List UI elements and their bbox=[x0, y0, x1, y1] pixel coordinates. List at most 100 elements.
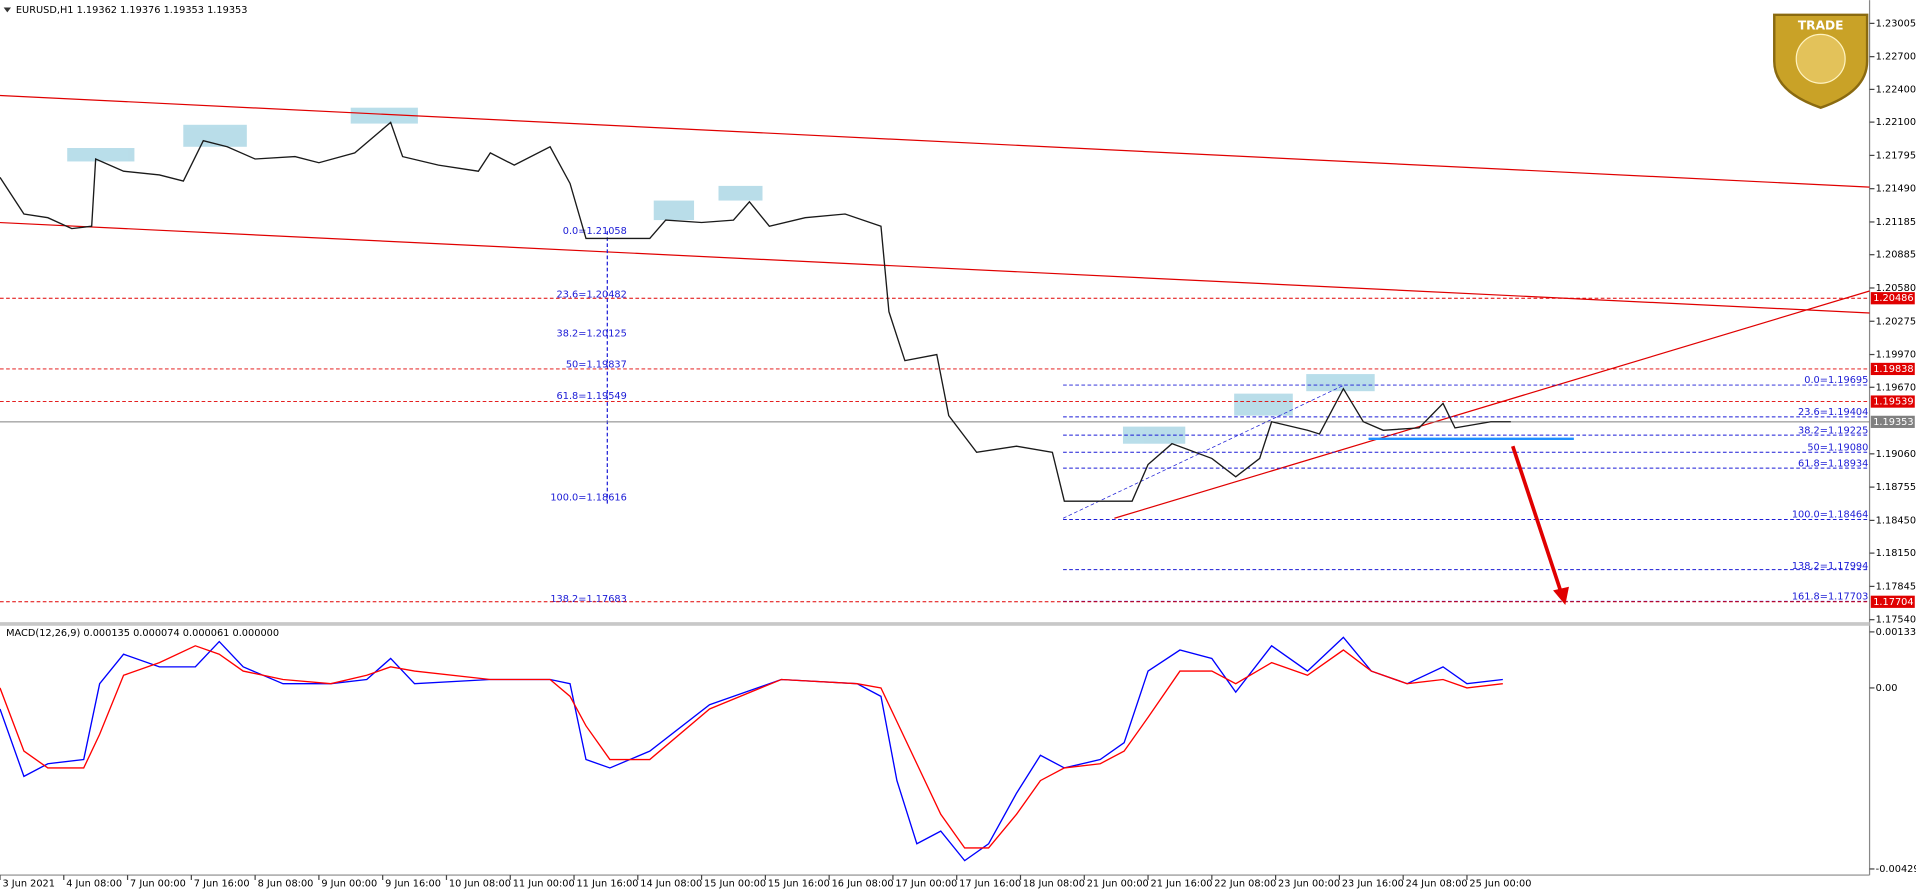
symbol-header: EURUSD,H1 1.19362 1.19376 1.19353 1.1935… bbox=[16, 5, 248, 16]
arrow-shaft bbox=[1511, 445, 1564, 595]
x-tick-label: 8 Jun 08:00 bbox=[258, 879, 314, 890]
x-tick-label: 17 Jun 00:00 bbox=[895, 879, 957, 890]
fib-label: 38.2=1.20125 bbox=[557, 329, 627, 340]
zone bbox=[183, 124, 247, 147]
x-tick-label: 7 Jun 16:00 bbox=[194, 879, 250, 890]
x-tick-label: 9 Jun 00:00 bbox=[321, 879, 377, 890]
x-tick-label: 10 Jun 08:00 bbox=[449, 879, 511, 890]
price-level-label: 1.17704 bbox=[1873, 597, 1913, 608]
x-tick-label: 14 Jun 08:00 bbox=[640, 879, 702, 890]
macd-label: MACD(12,26,9) 0.000135 0.000074 0.000061… bbox=[6, 628, 279, 639]
x-tick-label: 16 Jun 08:00 bbox=[832, 879, 894, 890]
fib-label: 138.2=1.17683 bbox=[550, 594, 627, 605]
fib-label: 0.0=1.21058 bbox=[563, 226, 627, 237]
x-tick-label: 17 Jun 16:00 bbox=[959, 879, 1021, 890]
y-tick-label: 1.22400 bbox=[1876, 84, 1916, 95]
y-tick-label: 1.20580 bbox=[1876, 283, 1916, 294]
x-tick-label: 23 Jun 00:00 bbox=[1278, 879, 1340, 890]
y-tick-label: 1.19060 bbox=[1876, 449, 1916, 460]
x-tick-label: 21 Jun 16:00 bbox=[1150, 879, 1212, 890]
x-tick-label: 9 Jun 16:00 bbox=[385, 879, 441, 890]
fib-label: 50=1.19837 bbox=[566, 359, 627, 370]
fib-label: 100.0=1.18464 bbox=[1792, 510, 1869, 521]
channel-top bbox=[0, 94, 1870, 188]
logo: TRADE bbox=[1773, 13, 1869, 109]
zone bbox=[67, 148, 135, 162]
fib-right-labels: 0.0=1.19695 23.6=1.19404 38.2=1.19225 50=1.… bbox=[1792, 375, 1869, 602]
supply-zones bbox=[67, 107, 1375, 444]
zone bbox=[1234, 393, 1293, 416]
y-tick-label: 1.17540 bbox=[1876, 615, 1916, 626]
fib-label: 23.6=1.20482 bbox=[557, 290, 627, 301]
x-tick-label: 4 Jun 08:00 bbox=[66, 879, 122, 890]
x-tick-label: 15 Jun 00:00 bbox=[704, 879, 766, 890]
fib-label: 138.2=1.17994 bbox=[1792, 561, 1869, 572]
x-tick-label: 11 Jun 16:00 bbox=[576, 879, 638, 890]
y-tick-label: 1.18450 bbox=[1876, 515, 1916, 526]
uptrend-line bbox=[1114, 290, 1870, 519]
fib-label: 50=1.19080 bbox=[1807, 442, 1868, 453]
y-tick-label: 1.21490 bbox=[1876, 184, 1916, 195]
y-tick-label: 1.19970 bbox=[1876, 350, 1916, 361]
y-tick-label: 0.00133 bbox=[1876, 627, 1916, 638]
price-level-box bbox=[1870, 415, 1915, 428]
price-level-label: 1.19539 bbox=[1873, 397, 1913, 408]
y-tick-label: 1.22100 bbox=[1876, 117, 1916, 128]
x-tick-label: 23 Jun 16:00 bbox=[1342, 879, 1404, 890]
y-tick-label: 1.23005 bbox=[1876, 18, 1916, 29]
forecast-arrow bbox=[1511, 445, 1569, 606]
y-tick-label: 1.20275 bbox=[1876, 316, 1916, 327]
y-tick-label: 1.19670 bbox=[1876, 382, 1916, 393]
price-level-box bbox=[1870, 395, 1915, 408]
menu-icon[interactable] bbox=[3, 7, 11, 13]
price-line bbox=[0, 121, 1511, 502]
x-tick-label: 24 Jun 08:00 bbox=[1406, 879, 1468, 890]
x-tick-label: 22 Jun 08:00 bbox=[1214, 879, 1276, 890]
fib-label: 100.0=1.18616 bbox=[550, 492, 627, 503]
price-line bbox=[0, 645, 1503, 849]
zone bbox=[350, 107, 418, 124]
x-tick-label: 21 Jun 00:00 bbox=[1087, 879, 1149, 890]
fib-axis bbox=[1062, 384, 1345, 519]
y-tick-label: 1.22700 bbox=[1876, 52, 1916, 63]
y-tick-label: 1.18755 bbox=[1876, 482, 1916, 493]
price-level-box bbox=[1870, 362, 1915, 376]
panel-separator bbox=[0, 622, 1870, 626]
zone bbox=[1306, 374, 1375, 392]
x-tick-label: 11 Jun 00:00 bbox=[513, 879, 575, 890]
fib-label: 61.8=1.18934 bbox=[1798, 458, 1868, 469]
fib-label: 23.6=1.19404 bbox=[1798, 407, 1868, 418]
zone bbox=[1122, 426, 1186, 444]
fib-left-labels: 0.0=1.21058 23.6=1.20482 38.2=1.20125 50=1.… bbox=[550, 226, 627, 605]
price-level-label: 1.19838 bbox=[1873, 364, 1913, 375]
zone bbox=[653, 200, 695, 221]
y-tick-label: 0.00 bbox=[1876, 683, 1898, 694]
x-tick-label: 7 Jun 00:00 bbox=[130, 879, 186, 890]
y-tick-label: 1.21185 bbox=[1876, 217, 1916, 228]
fib-label: 0.0=1.19695 bbox=[1804, 375, 1868, 386]
fib-label: 38.2=1.19225 bbox=[1798, 425, 1868, 436]
y-tick-label: 1.18150 bbox=[1876, 548, 1916, 559]
x-tick-label: 3 Jun 2021 bbox=[2, 879, 55, 890]
x-tick-label: 15 Jun 16:00 bbox=[768, 879, 830, 890]
y-tick-label: 1.21795 bbox=[1876, 150, 1916, 161]
fib-label: 61.8=1.19549 bbox=[557, 391, 627, 402]
price-level-label: 1.19353 bbox=[1873, 417, 1913, 428]
arrow-head bbox=[1553, 586, 1569, 606]
zone bbox=[718, 185, 763, 201]
price-level-box bbox=[1870, 292, 1915, 305]
price-level-label: 1.20486 bbox=[1873, 293, 1913, 304]
logo-text: TRADE bbox=[1798, 18, 1844, 32]
fib-lines bbox=[1063, 384, 1870, 602]
y-tick-label: 1.20885 bbox=[1876, 250, 1916, 261]
x-tick-label: 18 Jun 08:00 bbox=[1023, 879, 1085, 890]
fib-label: 161.8=1.17703 bbox=[1792, 591, 1869, 602]
y-tick-label: -0.004298 bbox=[1876, 864, 1916, 875]
x-tick-label: 25 Jun 00:00 bbox=[1469, 879, 1531, 890]
price-level-box bbox=[1870, 595, 1915, 608]
logo-coin bbox=[1795, 33, 1846, 84]
y-tick-label: 1.17845 bbox=[1876, 581, 1916, 592]
